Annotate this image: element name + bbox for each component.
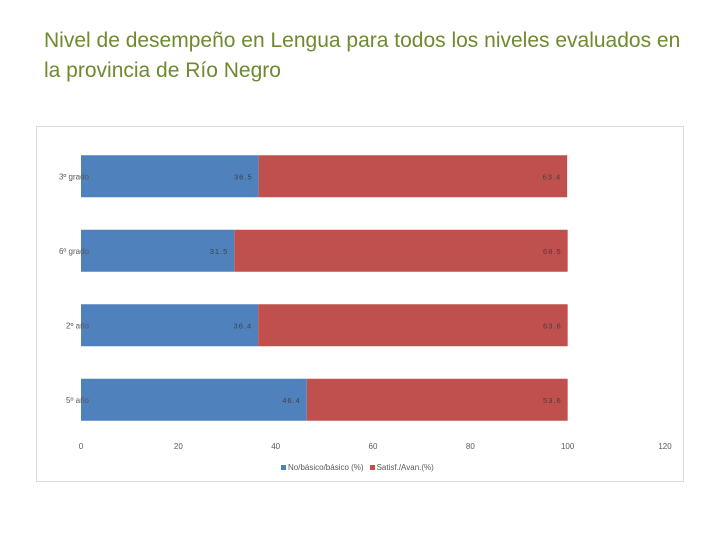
bar-2-ano-series-2 (258, 304, 568, 347)
x-tick-20: 20 (174, 442, 183, 451)
data-label-2-ano-series-1: 36.4 (234, 321, 253, 330)
data-label-2-ano-series-2: 63.6 (543, 321, 562, 330)
chart-legend: No/básico/básico (%) Satisf./Avan.(%) (281, 463, 440, 472)
x-tick-0: 0 (79, 442, 84, 451)
legend-item-satisf: Satisf./Avan.(%) (369, 463, 434, 472)
x-tick-40: 40 (271, 442, 280, 451)
chart-frame: 36.5 63.4 31.5 68.5 36.4 63.6 46.4 53.6 3º grad… (36, 126, 684, 482)
data-label-3-grado-series-2: 63.4 (543, 172, 562, 181)
legend-label-no-basico: No/básico/básico (%) (288, 463, 364, 472)
legend-item-no-basico: No/básico/básico (%) (281, 463, 364, 472)
legend-swatch-no-basico (281, 465, 286, 470)
bar-5-ano-series-2 (306, 378, 568, 421)
category-label-2-ano: 2º año (66, 321, 89, 330)
x-tick-60: 60 (369, 442, 378, 451)
data-label-3-grado-series-1: 36.5 (234, 172, 253, 181)
category-label-3-grado: 3º grado (59, 172, 90, 181)
bar-5-ano-series-1 (81, 378, 307, 421)
data-label-5-ano-series-1: 46.4 (282, 396, 301, 405)
data-label-6-grado-series-1: 31.5 (210, 247, 229, 256)
category-label-5-ano: 5º año (66, 396, 89, 405)
x-tick-80: 80 (466, 442, 475, 451)
x-tick-100: 100 (561, 442, 575, 451)
data-label-5-ano-series-2: 53.6 (543, 396, 562, 405)
bar-6-grado-series-2 (234, 229, 568, 272)
bar-3-grado-series-2 (258, 155, 568, 198)
bar-6-grado-series-1 (81, 229, 235, 272)
legend-label-satisf: Satisf./Avan.(%) (376, 463, 434, 472)
data-label-6-grado-series-2: 68.5 (543, 247, 562, 256)
bar-chart: 36.5 63.4 31.5 68.5 36.4 63.6 46.4 53.6 3º grad… (59, 155, 672, 451)
category-label-6-grado: 6º grado (59, 247, 90, 256)
legend-swatch-satisf (369, 465, 375, 470)
bar-2-ano-series-1 (81, 304, 259, 347)
x-tick-120: 120 (658, 442, 672, 451)
bar-3-grado-series-1 (81, 155, 259, 198)
slide-title: Nivel de desempeño en Lengua para todos … (44, 29, 681, 82)
